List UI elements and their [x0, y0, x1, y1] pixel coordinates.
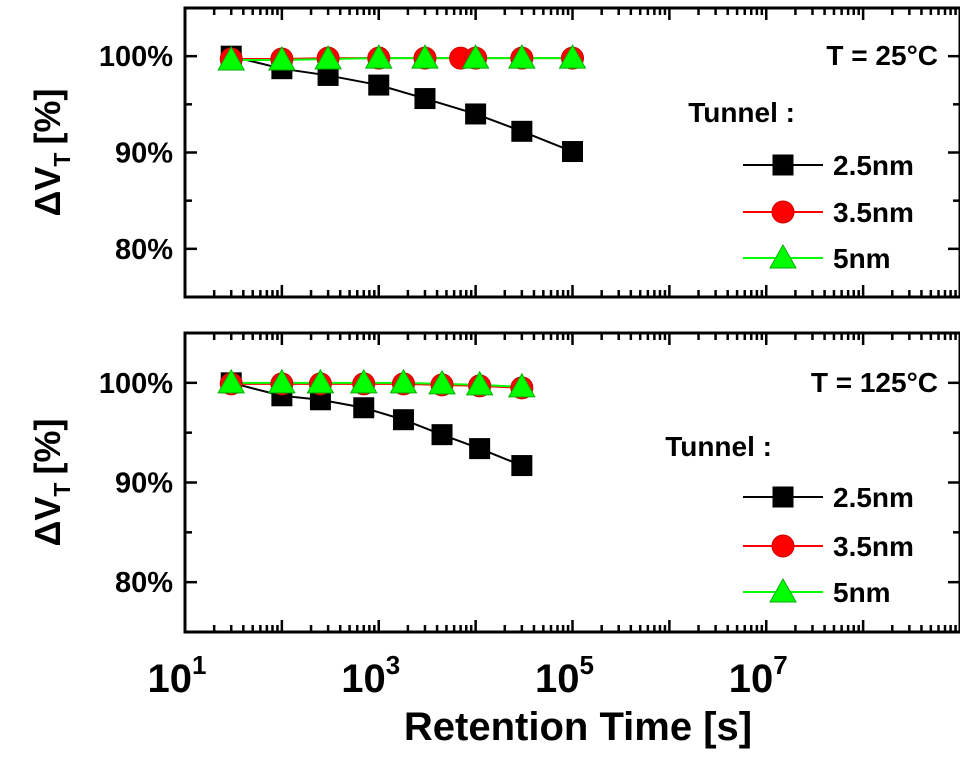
- panel-top: 80% 90% 100% ΔVT [%] T = 25°C Tunnel : 2.5nm 3.5…: [27, 6, 960, 299]
- x-tick-base: 10: [729, 657, 774, 701]
- data-point-5nm: [364, 44, 393, 69]
- data-point-2.5nm: [465, 103, 487, 125]
- y-tick-label: 100%: [99, 368, 173, 400]
- x-tick-base: 10: [148, 657, 193, 701]
- legend-marker-2.5nm: [772, 486, 794, 508]
- x-tick-label: 105: [535, 650, 594, 701]
- data-point-5nm: [217, 46, 246, 71]
- data-point-5nm: [217, 368, 246, 394]
- data-point-2.5nm: [368, 74, 390, 96]
- y-tick-label: 90%: [115, 468, 173, 500]
- data-point-5nm: [465, 370, 494, 396]
- x-tick-exponent: 7: [773, 650, 787, 680]
- legend-title: Tunnel :: [688, 97, 795, 128]
- legend-marker-3.5nm: [771, 200, 795, 224]
- data-point-2.5nm: [469, 438, 491, 460]
- panel-bottom: 80% 90% 100% ΔVT [%] T = 125°C Tunnel : 2.5nm 3.…: [27, 331, 960, 634]
- legend-marker-5nm: [769, 243, 797, 269]
- x-tick-exponent: 3: [386, 650, 400, 680]
- y-axis-title-subscript: T: [49, 483, 75, 497]
- legend-label-2.5nm: 2.5nm: [833, 150, 914, 181]
- data-point-5nm: [411, 44, 439, 69]
- data-point-2.5nm: [353, 397, 375, 419]
- x-axis-labels: 101 103 105 107: [148, 650, 788, 701]
- x-tick-exponent: 5: [580, 650, 594, 680]
- y-axis-title-unit: [%]: [27, 89, 68, 145]
- x-axis-title: Retention Time [s]: [404, 705, 752, 749]
- temperature-annotation: T = 125°C: [811, 367, 938, 398]
- legend-marker-2.5nm: [772, 154, 794, 176]
- data-point-2.5nm: [414, 88, 436, 110]
- data-point-5nm: [268, 368, 296, 394]
- y-axis-title-main: ΔV: [27, 167, 68, 217]
- temperature-annotation: T = 25°C: [826, 40, 938, 71]
- data-point-5nm: [314, 45, 342, 70]
- data-point-2.5nm: [431, 424, 453, 446]
- x-tick-label: 101: [148, 650, 207, 701]
- y-axis-title-unit: [%]: [27, 419, 68, 475]
- data-point-5nm: [306, 368, 335, 394]
- data-point-5nm: [507, 44, 536, 69]
- x-tick-base: 10: [341, 657, 386, 701]
- data-point-5nm: [428, 369, 456, 395]
- y-axis-title: ΔVT [%]: [27, 419, 75, 547]
- legend-label-2.5nm: 2.5nm: [833, 482, 914, 513]
- y-tick-label: 90%: [115, 138, 173, 170]
- data-point-5nm: [558, 44, 587, 69]
- y-axis-title: ΔVT [%]: [27, 89, 75, 217]
- x-tick-label: 107: [729, 650, 788, 701]
- data-point-2.5nm: [562, 141, 583, 163]
- data-point-2.5nm: [511, 120, 533, 142]
- y-tick-label: 100%: [99, 41, 173, 73]
- y-tick-label: 80%: [115, 567, 173, 599]
- data-point-2.5nm: [511, 455, 533, 477]
- data-point-2.5nm: [392, 409, 414, 431]
- data-point-5nm: [268, 46, 296, 71]
- x-tick-base: 10: [535, 657, 580, 701]
- y-axis-title-subscript: T: [49, 153, 75, 167]
- data-point-5nm: [349, 368, 378, 394]
- data-point-5nm: [461, 44, 490, 69]
- data-point-5nm: [389, 368, 418, 394]
- legend-label-3.5nm: 3.5nm: [833, 531, 914, 562]
- data-point-5nm: [507, 372, 536, 398]
- legend-title: Tunnel :: [665, 431, 772, 462]
- legend-marker-3.5nm: [771, 534, 795, 558]
- legend-label-3.5nm: 3.5nm: [833, 197, 914, 228]
- legend-marker-5nm: [769, 577, 797, 603]
- y-tick-label: 80%: [115, 234, 173, 266]
- x-tick-exponent: 1: [192, 650, 206, 680]
- x-tick-label: 103: [341, 650, 400, 701]
- y-axis-title-main: ΔV: [27, 497, 68, 547]
- legend-label-5nm: 5nm: [833, 243, 891, 274]
- legend-label-5nm: 5nm: [833, 577, 891, 608]
